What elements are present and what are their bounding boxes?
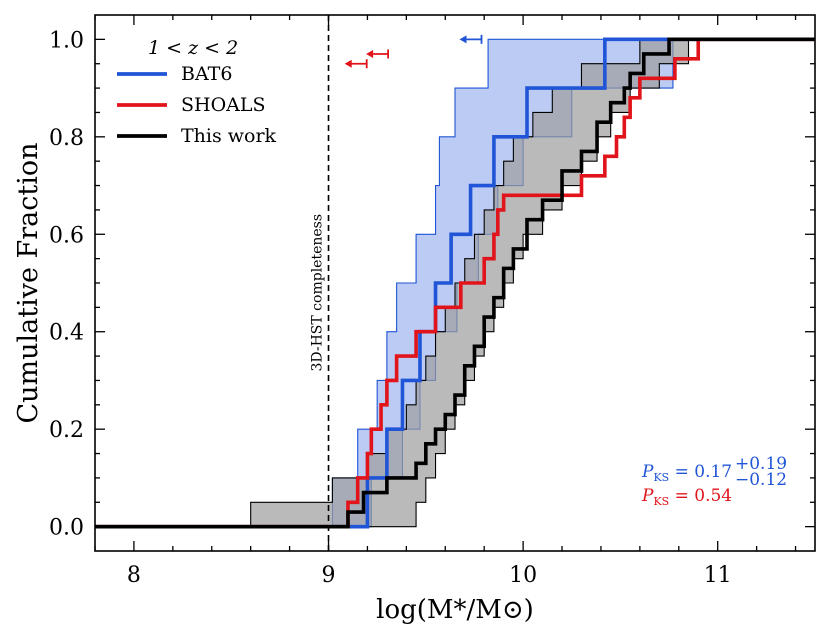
x-tick-label: 10 <box>509 563 537 588</box>
x-axis-label: log(M*/M⊙) <box>376 595 534 625</box>
upper-limit-markers <box>344 34 483 69</box>
y-axis-label: Cumulative Fraction <box>13 142 44 423</box>
y-tick-labels: 0.0 0.2 0.4 0.6 0.8 1.0 <box>49 28 84 540</box>
y-tick-label: 1.0 <box>49 28 84 53</box>
legend: 1 < z < 2 BAT6 SHOALS This work <box>117 37 277 147</box>
ks-annotation-sub: −0.12 <box>735 470 787 490</box>
legend-label-this-work: This work <box>181 125 277 147</box>
ks-annotation-sup: +0.19 <box>735 454 787 474</box>
limit-arrowhead <box>459 35 467 44</box>
legend-title: 1 < z < 2 <box>148 37 238 59</box>
series-line-shoals <box>95 37 815 529</box>
upper-limit-shoals-0 <box>344 59 368 69</box>
x-tick-label: 11 <box>704 563 732 588</box>
series-line-bat6 <box>95 37 815 529</box>
legend-label-bat6: BAT6 <box>181 63 232 85</box>
ks-annotation-1: PKS = 0.17 <box>641 462 732 484</box>
series-line-this-work <box>95 37 815 529</box>
x-tick-label: 9 <box>322 563 336 588</box>
y-tick-label: 0.4 <box>49 321 84 346</box>
upper-limit-bat6-0 <box>459 34 483 44</box>
series-lines <box>95 37 815 529</box>
ks-annotation-2: PKS = 0.54 <box>641 486 732 508</box>
axis-ticks <box>94 15 815 551</box>
y-tick-label: 0.0 <box>49 516 84 541</box>
x-tick-labels: 8 9 10 11 <box>127 563 732 588</box>
limit-arrowhead <box>344 59 352 68</box>
y-tick-label: 0.8 <box>49 126 84 151</box>
upper-limit-shoals-1 <box>366 49 390 59</box>
completeness-label: 3D-HST completeness <box>310 214 326 372</box>
y-tick-label: 0.2 <box>49 418 84 443</box>
x-tick-label: 8 <box>127 563 141 588</box>
y-tick-label: 0.6 <box>49 223 84 248</box>
limit-arrowhead <box>366 49 374 58</box>
legend-label-shoals: SHOALS <box>181 94 266 116</box>
